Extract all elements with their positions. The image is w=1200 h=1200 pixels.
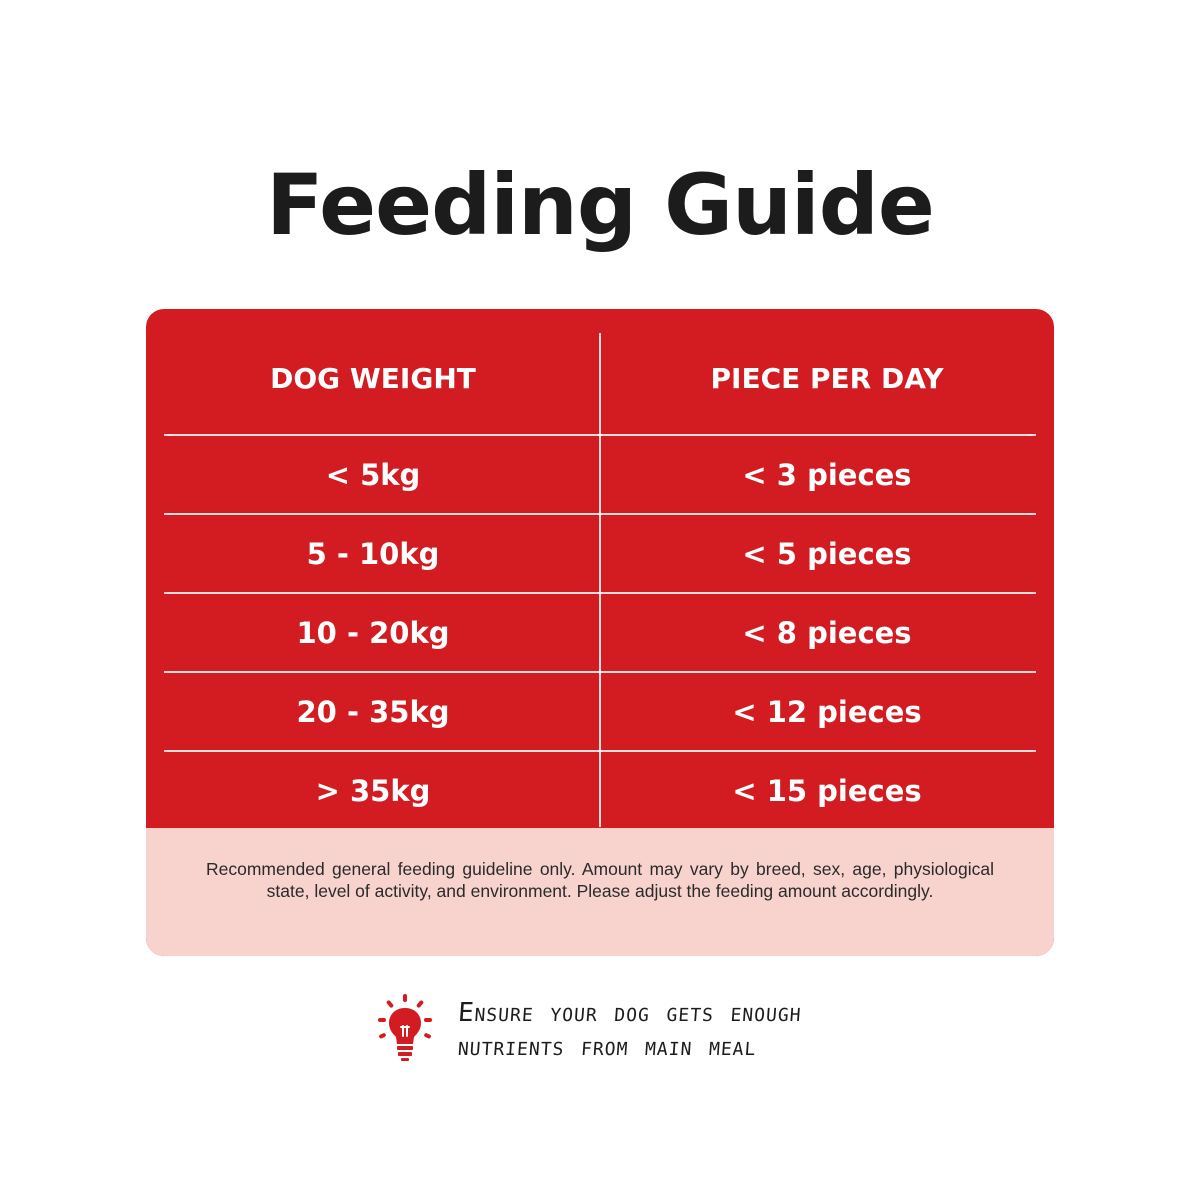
- tip-line-2: nutrients from main meal: [456, 1032, 758, 1062]
- weight-cell: 20 - 35kg: [296, 695, 450, 729]
- header-piece-per-day: PIECE PER DAY: [710, 362, 944, 395]
- row-divider: [164, 513, 1036, 515]
- header-dog-weight: DOG WEIGHT: [270, 362, 476, 395]
- weight-cell: < 5kg: [325, 458, 421, 492]
- row-divider: [164, 671, 1036, 673]
- weight-cell: 5 - 10kg: [306, 537, 440, 571]
- tip-line-1: Ensure your dog gets enough: [456, 998, 803, 1028]
- page-title: Feeding Guide: [266, 156, 935, 254]
- feeding-table: DOG WEIGHT PIECE PER DAY < 5kg < 3 piece…: [146, 309, 1054, 828]
- pieces-cell: < 5 pieces: [742, 537, 912, 571]
- pieces-cell: < 8 pieces: [742, 616, 912, 650]
- column-divider: [599, 333, 601, 827]
- disclaimer-panel: Recommended general feeding guideline on…: [146, 828, 1054, 956]
- row-divider: [164, 434, 1036, 436]
- weight-cell: 10 - 20kg: [296, 616, 450, 650]
- weight-cell: > 35kg: [315, 774, 431, 808]
- pieces-cell: < 3 pieces: [742, 458, 912, 492]
- disclaimer-text: Recommended general feeding guideline on…: [206, 859, 994, 901]
- pieces-cell: < 12 pieces: [732, 695, 922, 729]
- row-divider: [164, 592, 1036, 594]
- feeding-tip: Ensure your dog gets enough nutrients fr…: [376, 994, 836, 1074]
- feeding-table-card: DOG WEIGHT PIECE PER DAY < 5kg < 3 piece…: [146, 309, 1054, 956]
- row-divider: [164, 750, 1036, 752]
- lightbulb-icon: [376, 994, 434, 1064]
- pieces-cell: < 15 pieces: [732, 774, 922, 808]
